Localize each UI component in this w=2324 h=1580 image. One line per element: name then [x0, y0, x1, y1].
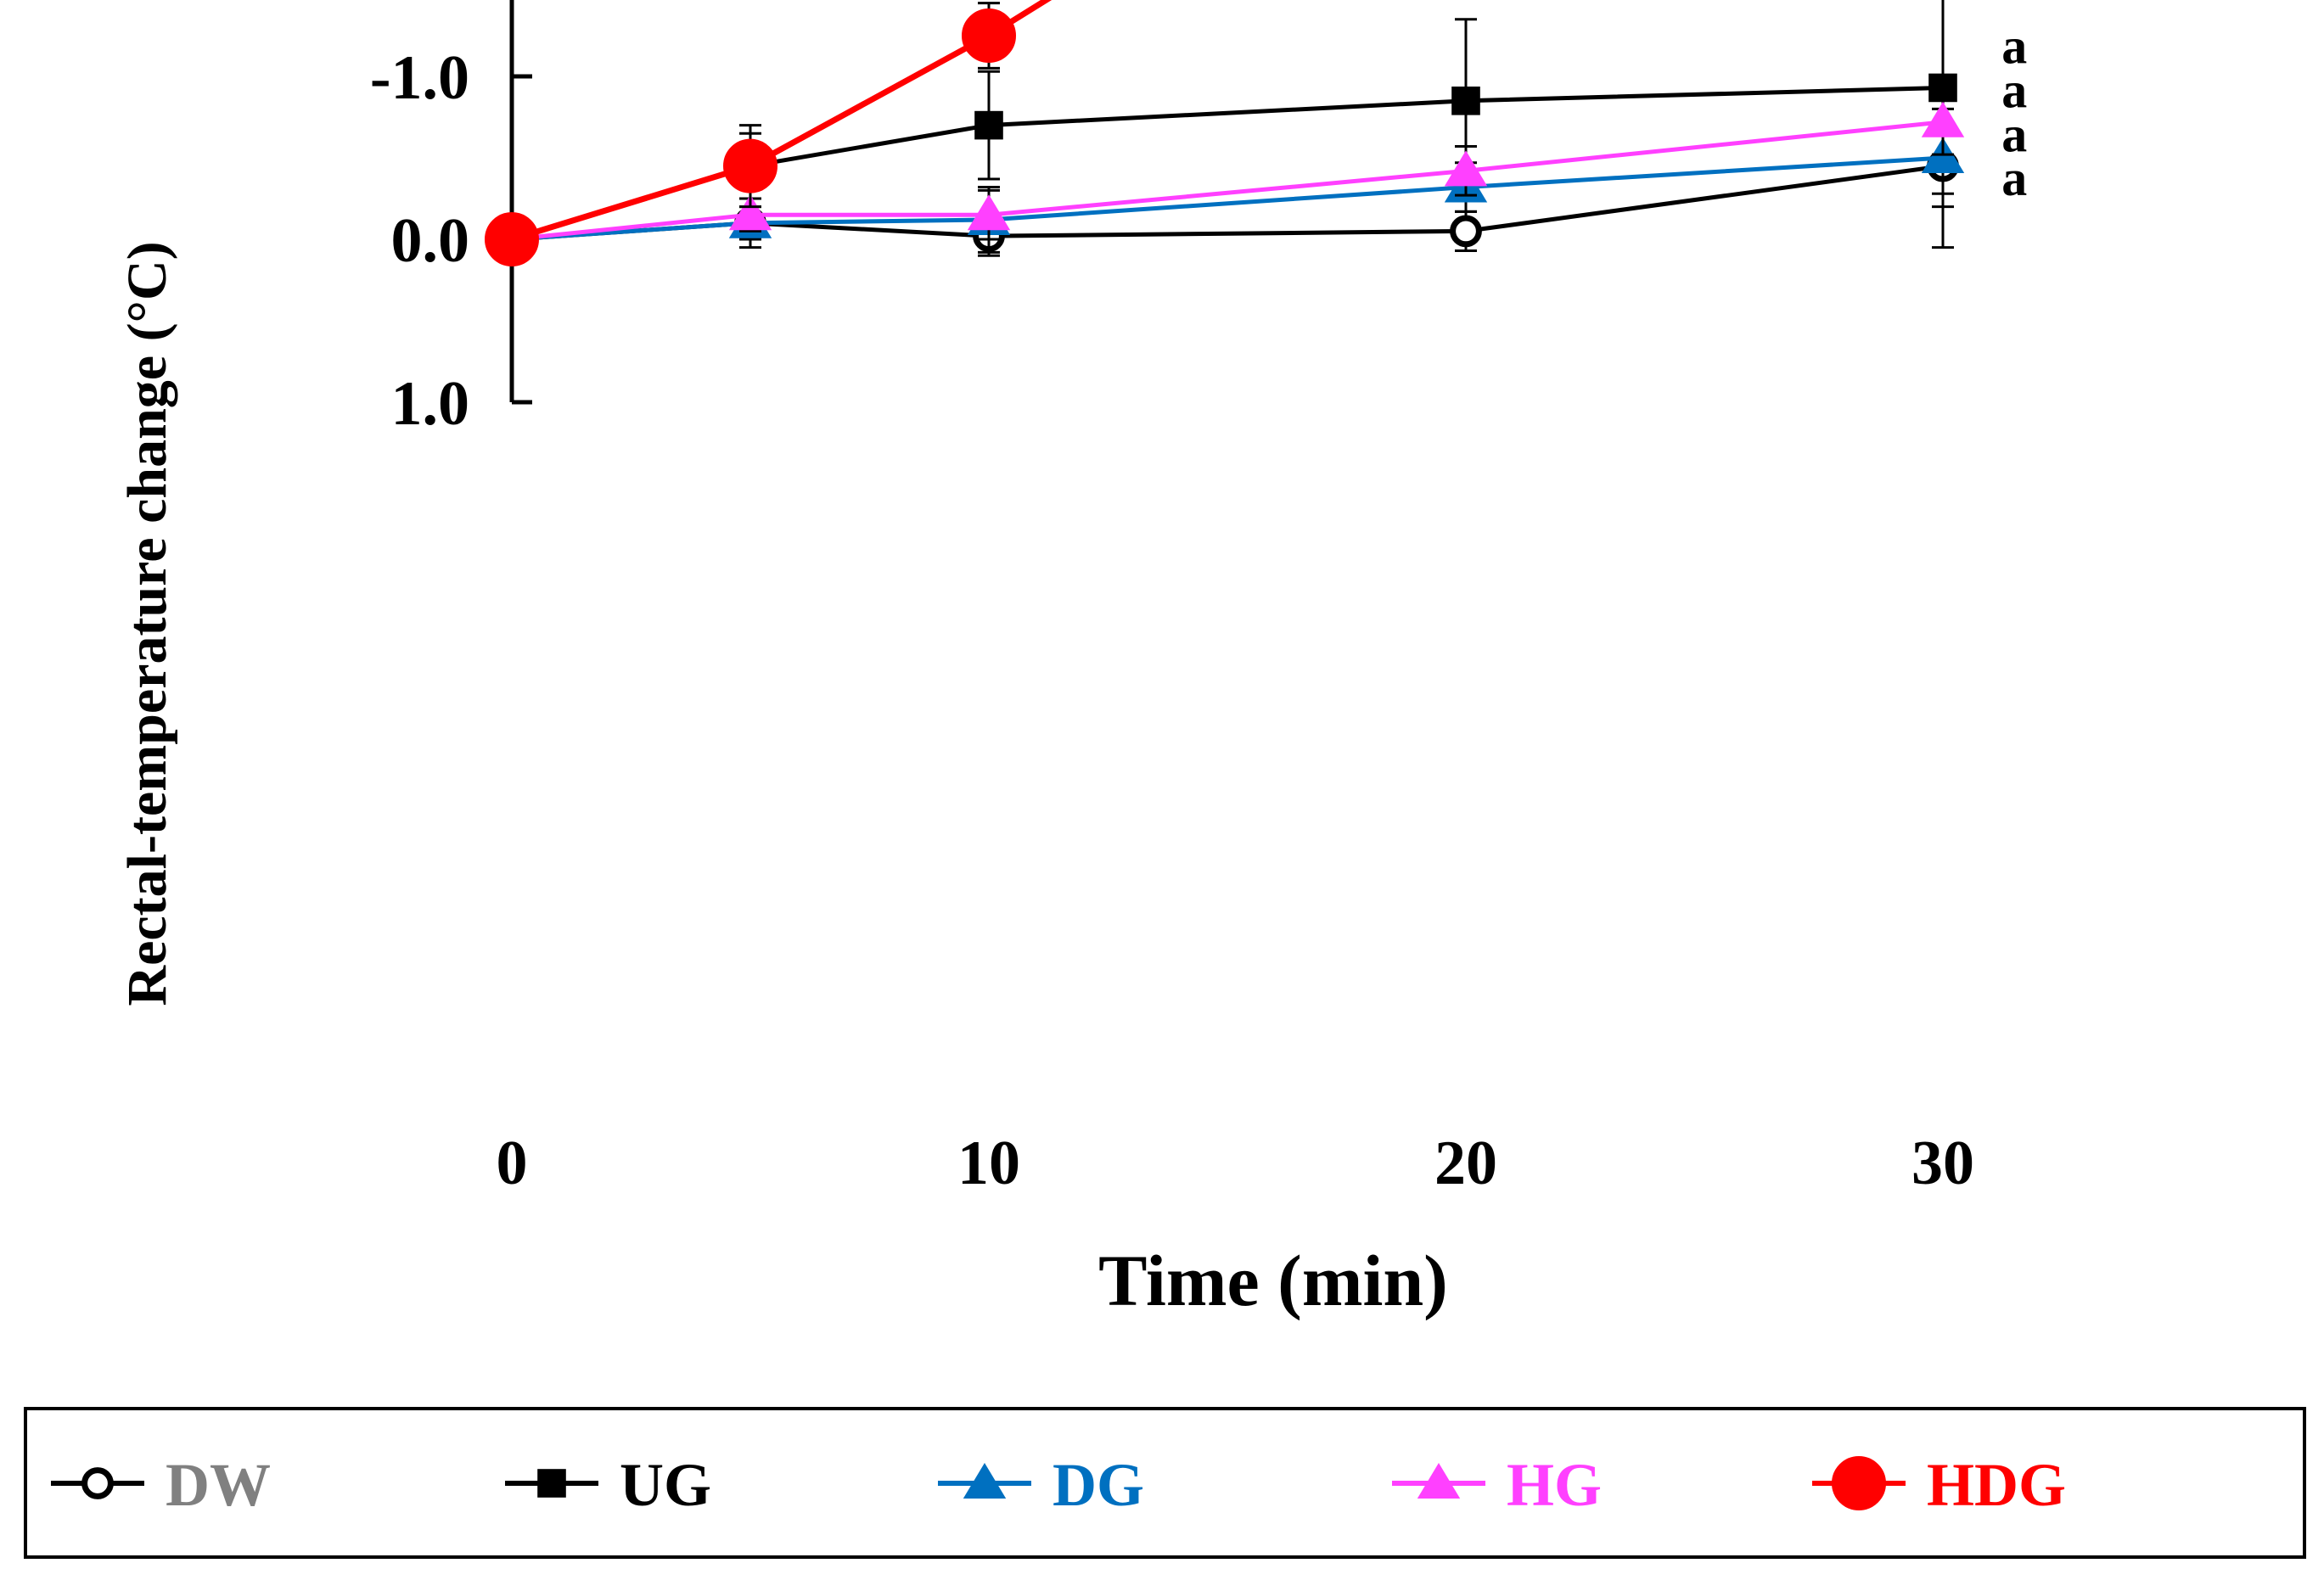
data-point: [1921, 101, 1965, 137]
y-tick-label: 1.0: [391, 369, 470, 439]
data-point: [537, 1469, 566, 1498]
data-point: [974, 110, 1003, 140]
data-point: [81, 1467, 114, 1499]
legend-item-dg: DG: [938, 1451, 1144, 1519]
y-tick-label: -1.0: [370, 43, 469, 113]
data-point: [485, 212, 539, 266]
data-point: [1444, 150, 1488, 187]
data-point: [1832, 1456, 1886, 1510]
data-point: [1417, 1463, 1461, 1499]
data-point: [963, 1463, 1007, 1499]
significance-label: a: [2001, 106, 2027, 162]
series-hdg: [485, 0, 1053, 266]
data-point: [967, 194, 1011, 231]
series-ug: [497, 0, 1957, 254]
x-tick-label: 10: [957, 1129, 1020, 1198]
significance-label: a: [2001, 62, 2027, 118]
x-axis-title: Time (min): [1098, 1240, 1448, 1321]
legend-item-hdg: HDG: [1812, 1451, 2066, 1519]
data-point: [1451, 87, 1480, 115]
data-point: [1450, 215, 1482, 248]
legend-label: DG: [1053, 1451, 1144, 1519]
data-point: [962, 8, 1016, 63]
legend-item-hg: HG: [1392, 1451, 1602, 1519]
x-tick-label: 30: [1911, 1129, 1974, 1198]
legend-label: UG: [620, 1451, 711, 1519]
series-line: [511, 120, 1944, 242]
legend-label: HG: [1507, 1451, 1602, 1519]
significance-label: a: [2001, 150, 2027, 206]
legend-label: HDG: [1927, 1451, 2066, 1519]
significance-label: a: [2001, 19, 2027, 75]
x-tick-label: 20: [1434, 1129, 1497, 1198]
legend-item-dw: DW: [51, 1451, 271, 1519]
data-point: [728, 194, 772, 231]
legend: DW UG DG HG HDG: [24, 1407, 2306, 1559]
y-tick-label: 0.0: [391, 206, 470, 276]
legend-label: DW: [166, 1451, 271, 1519]
series-layer: [485, 0, 1965, 266]
legend-item-ug: UG: [505, 1451, 711, 1519]
legend-box: [24, 1407, 2306, 1559]
x-tick-label: 0: [497, 1129, 528, 1198]
data-point: [723, 138, 777, 193]
y-axis-title: Rectal-temperature change (°C): [116, 241, 178, 1006]
annotations: aaaab: [2001, 19, 2027, 207]
